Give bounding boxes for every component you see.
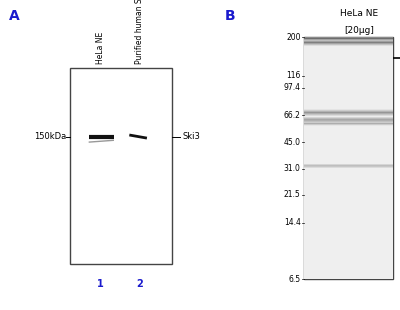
Text: 116: 116 bbox=[286, 71, 301, 80]
Text: 1: 1 bbox=[97, 279, 104, 289]
Text: A: A bbox=[9, 9, 20, 23]
Text: 6.5: 6.5 bbox=[288, 274, 301, 284]
Text: 150kDa: 150kDa bbox=[34, 132, 66, 141]
Text: HeLa NE: HeLa NE bbox=[340, 9, 378, 18]
Text: 66.2: 66.2 bbox=[284, 111, 301, 120]
Text: 45.0: 45.0 bbox=[284, 138, 301, 147]
Text: HeLa NE: HeLa NE bbox=[96, 31, 105, 64]
Text: 97.4: 97.4 bbox=[284, 83, 301, 92]
Text: 200: 200 bbox=[286, 33, 301, 42]
Text: B: B bbox=[225, 9, 236, 23]
Text: 21.5: 21.5 bbox=[284, 190, 301, 199]
Text: Ski3: Ski3 bbox=[183, 132, 200, 141]
Text: [20μg]: [20μg] bbox=[344, 26, 374, 35]
Text: 14.4: 14.4 bbox=[284, 218, 301, 227]
Text: Purified human SKI complex: Purified human SKI complex bbox=[135, 0, 144, 64]
Text: 2: 2 bbox=[136, 279, 142, 289]
Bar bbox=[70, 68, 172, 264]
Bar bbox=[304, 37, 393, 279]
Text: 31.0: 31.0 bbox=[284, 164, 301, 173]
